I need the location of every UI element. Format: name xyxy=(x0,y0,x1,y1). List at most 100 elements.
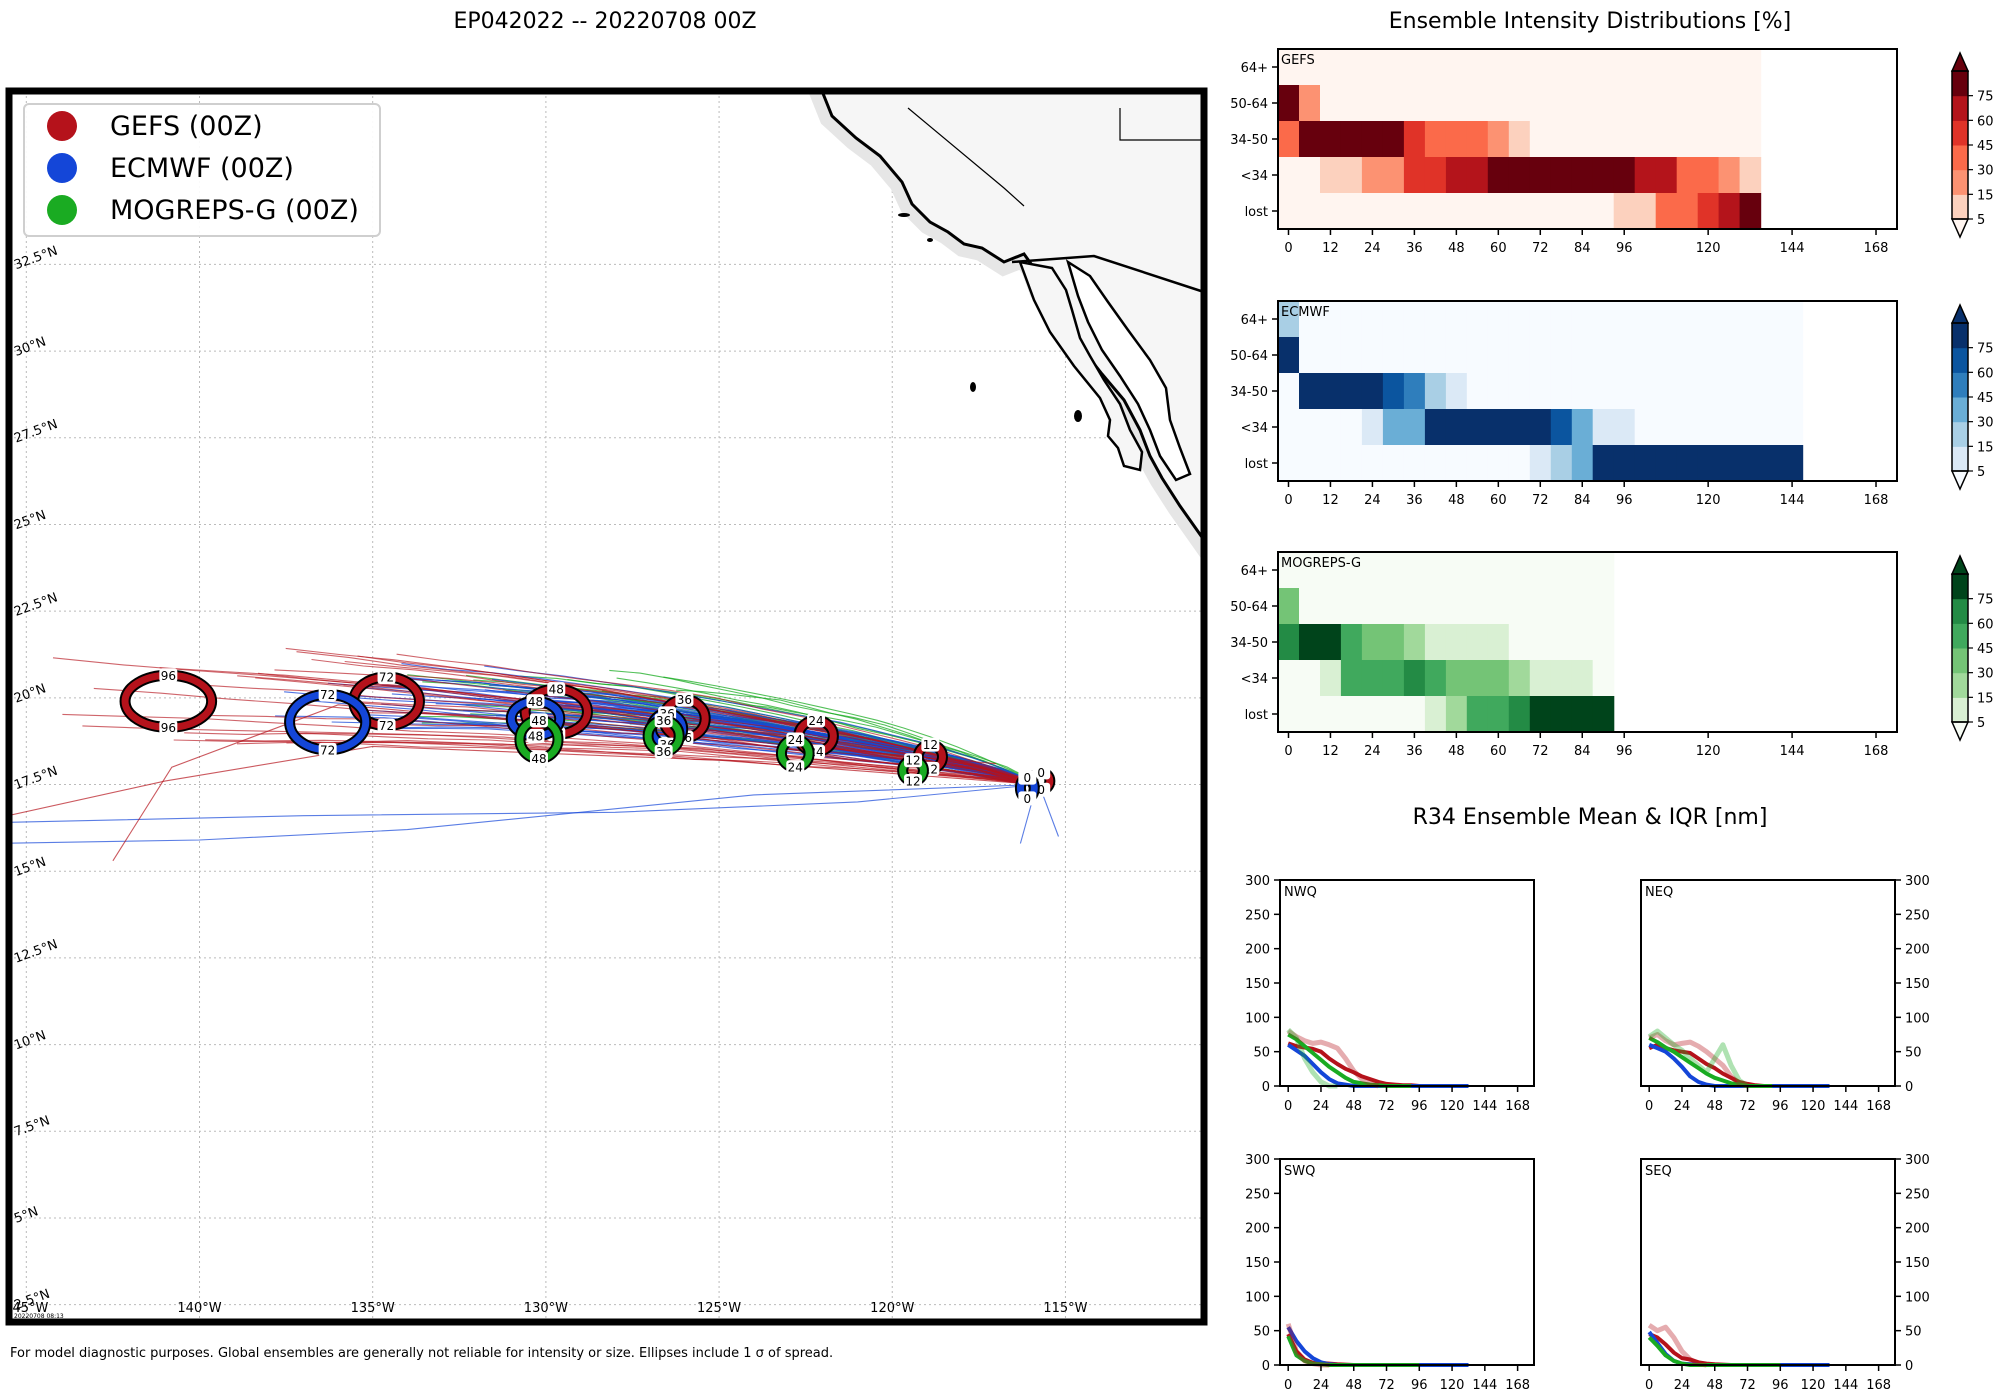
x-tick-label: 84 xyxy=(1574,493,1591,508)
heatmap-cell xyxy=(1508,157,1531,194)
heatmap-cell xyxy=(1320,373,1342,410)
ellipse-label: 72 xyxy=(379,719,394,733)
map-timestamp: 20220708 08:13 xyxy=(14,1313,64,1320)
heatmap-cell xyxy=(1299,337,1321,374)
heatmap-cell xyxy=(1382,85,1405,122)
heatmap-cell xyxy=(1613,121,1636,158)
heatmap-cell xyxy=(1718,337,1741,374)
heatmap-cell xyxy=(1655,337,1678,374)
heatmap-cell xyxy=(1592,696,1615,733)
heatmap-cell xyxy=(1529,445,1552,482)
x-tick-label: 72 xyxy=(1532,241,1549,256)
x-tick-label: 72 xyxy=(1378,1378,1395,1393)
y-tick-label: 300 xyxy=(1245,874,1270,889)
footer-note: For model diagnostic purposes. Global en… xyxy=(10,1346,833,1361)
legend-marker-gefs xyxy=(47,111,77,141)
ellipse-label-bg xyxy=(675,692,694,707)
ellipse-label: 72 xyxy=(320,743,335,757)
lon-tick-label: 130°W xyxy=(524,1301,568,1316)
mogreps-ellipse-12: 12 12 xyxy=(897,753,929,789)
heatmap-cell xyxy=(1466,445,1489,482)
heatmap-model-label: ECMWF xyxy=(1281,305,1330,320)
x-tick-label: 144 xyxy=(1780,744,1805,759)
ellipse-label-bg xyxy=(904,753,923,768)
ellipse-label: 36 xyxy=(656,714,671,728)
heatmap-cell xyxy=(1487,373,1510,410)
heatmap-cell xyxy=(1508,193,1531,230)
heatmap-cell xyxy=(1278,552,1300,589)
heatmap-cell xyxy=(1571,409,1594,446)
ellipse-label-bg xyxy=(526,728,545,743)
x-tick-label: 48 xyxy=(1345,1099,1362,1114)
heatmap-cell xyxy=(1382,409,1405,446)
heatmap-cell xyxy=(1320,552,1342,589)
y-tick-label: 300 xyxy=(1905,1153,1930,1168)
colorbar-tick-label: 60 xyxy=(1977,114,1994,129)
heatmap-cell xyxy=(1592,301,1615,338)
heatmap-cell xyxy=(1424,121,1447,158)
ellipse-label-bg xyxy=(1018,791,1037,806)
gefs-track xyxy=(9,745,1038,816)
heatmap-cell xyxy=(1382,660,1405,697)
heatmap-cell xyxy=(1466,660,1489,697)
ellipse-label: 72 xyxy=(320,688,335,702)
heatmap-cell xyxy=(1676,301,1699,338)
y-tick-label: 100 xyxy=(1905,1290,1930,1305)
heatmap-cell xyxy=(1739,85,1762,122)
mogreps-ellipse-24: 24 24 xyxy=(775,732,815,775)
baja-peninsula xyxy=(1018,260,1144,472)
x-tick-label: 36 xyxy=(1406,744,1423,759)
ellipse-label: 24 xyxy=(788,761,803,775)
heatmap-cell xyxy=(1466,696,1489,733)
heatmap-cell xyxy=(1571,373,1594,410)
heatmap-cell xyxy=(1320,445,1342,482)
heatmap-cell xyxy=(1340,157,1363,194)
heatmap-cell xyxy=(1718,445,1741,482)
heatmap-cell xyxy=(1592,624,1615,661)
y-tick-label: 50 xyxy=(1905,1325,1922,1340)
heatmap-cell xyxy=(1445,337,1468,374)
colorbar-segment xyxy=(1952,347,1968,373)
border-us-mexico xyxy=(1011,254,1204,294)
x-tick-label: 144 xyxy=(1780,241,1805,256)
heatmap-cell xyxy=(1403,696,1426,733)
colorbar-tick-label: 30 xyxy=(1977,416,1994,431)
heatmap-cell xyxy=(1487,660,1510,697)
ellipse-label: 96 xyxy=(161,669,176,683)
gefs-iqr-line xyxy=(1286,1029,1380,1089)
x-tick-label: 48 xyxy=(1706,1378,1723,1393)
heatmap-cell xyxy=(1550,552,1573,589)
spread-ellipses: 0000121212122424242436363636363648484848… xyxy=(119,668,1056,806)
heatmap-cell xyxy=(1550,624,1573,661)
y-tick-label: 100 xyxy=(1245,1290,1270,1305)
y-tick-label: 250 xyxy=(1905,1187,1930,1202)
colorbar-min-arrow xyxy=(1950,218,1970,239)
mogreps-track xyxy=(663,676,1038,784)
x-tick-label: 144 xyxy=(1833,1099,1858,1114)
ellipse-label: 72 xyxy=(379,671,394,685)
heatmap-cell xyxy=(1613,337,1636,374)
y-tick-label: 200 xyxy=(1905,943,1930,958)
heatmap-cell xyxy=(1550,121,1573,158)
heatmap-cell xyxy=(1508,624,1531,661)
x-tick-label: 144 xyxy=(1472,1378,1497,1393)
heatmap-cell xyxy=(1466,624,1489,661)
heatmap-cell xyxy=(1487,193,1510,230)
heatmap-cell xyxy=(1424,301,1447,338)
heatmap-cell xyxy=(1445,193,1468,230)
gefs-track xyxy=(402,674,1038,785)
heatmap-cell xyxy=(1487,624,1510,661)
heatmap-cell xyxy=(1718,85,1741,122)
heatmap-cell xyxy=(1382,552,1405,589)
colorbar-tick-label: 75 xyxy=(1977,342,1994,357)
heatmap-cell xyxy=(1445,373,1468,410)
map-legend: GEFS (00Z) ECMWF (00Z) MOGREPS-G (00Z) xyxy=(23,103,381,237)
heatmap-cell xyxy=(1278,157,1300,194)
heatmap-cell xyxy=(1340,588,1363,625)
x-tick-label: 48 xyxy=(1448,241,1465,256)
ellipse-label-bg xyxy=(529,713,548,728)
colorbar-tick-label: 60 xyxy=(1977,366,1994,381)
heatmap-cell xyxy=(1361,696,1384,733)
heatmap-cell xyxy=(1718,301,1741,338)
heatmap-cell xyxy=(1655,49,1678,86)
